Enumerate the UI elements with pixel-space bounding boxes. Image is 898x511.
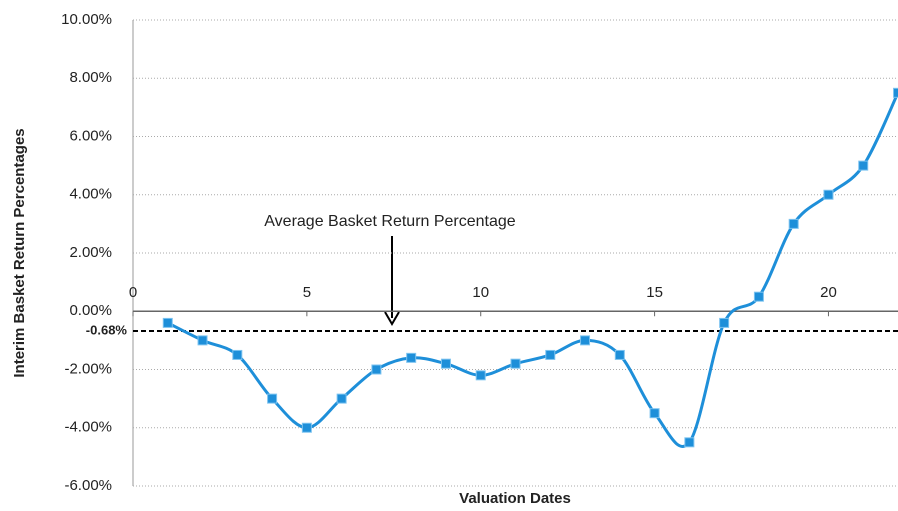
y-tick-label: -2.00%: [64, 360, 112, 377]
marker: [336, 393, 347, 404]
marker: [893, 87, 898, 98]
marker: [649, 408, 660, 419]
y-tick-label: -6.00%: [64, 477, 112, 494]
marker: [684, 437, 695, 448]
marker: [823, 189, 834, 200]
marker: [232, 349, 243, 360]
annotation: Average Basket Return Percentage: [264, 213, 516, 230]
x-axis-label: Valuation Dates: [459, 490, 571, 507]
y-tick-label: 4.00%: [69, 186, 112, 203]
marker: [753, 291, 764, 302]
series-line: [167, 92, 898, 448]
y-tick-label: 0.00%: [69, 302, 112, 319]
marker: [197, 335, 208, 346]
x-tick-label: 5: [303, 284, 311, 301]
x-tick-label: 0: [129, 284, 137, 301]
y-tick-label: -4.00%: [64, 419, 112, 436]
y-tick-label: 10.00%: [61, 11, 112, 28]
marker: [406, 352, 417, 363]
arrow-head: [384, 311, 400, 326]
x-tick-label: 20: [820, 284, 837, 301]
marker: [858, 160, 869, 171]
marker: [475, 370, 486, 381]
y-axis-label: Interim Basket Return Percentages: [11, 128, 28, 377]
marker: [719, 317, 730, 328]
marker: [440, 358, 451, 369]
marker: [614, 349, 625, 360]
marker: [267, 393, 278, 404]
y-tick-label: 2.00%: [69, 244, 112, 261]
reference-label: -0.68%: [86, 322, 128, 337]
x-tick-label: 10: [472, 284, 489, 301]
marker: [580, 335, 591, 346]
marker: [162, 317, 173, 328]
marker: [301, 422, 312, 433]
x-tick-label: 15: [646, 284, 663, 301]
marker: [510, 358, 521, 369]
y-tick-label: 8.00%: [69, 69, 112, 86]
marker: [788, 218, 799, 229]
marker: [371, 364, 382, 375]
marker: [545, 349, 556, 360]
y-tick-label: 6.00%: [69, 127, 112, 144]
